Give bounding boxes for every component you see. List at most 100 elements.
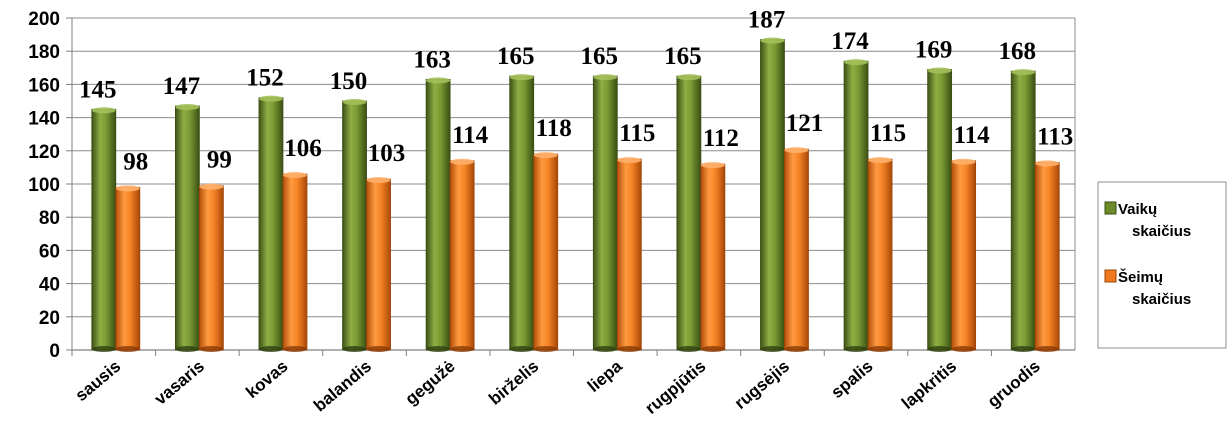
- bar-body: [760, 39, 785, 351]
- bar-body: [198, 185, 224, 351]
- legend-label: skaičius: [1132, 291, 1191, 308]
- bar: [198, 183, 224, 352]
- bars: [91, 37, 1060, 352]
- bar-top: [533, 152, 558, 159]
- bar-base: [617, 346, 642, 352]
- y-tick-label: 0: [49, 341, 60, 362]
- bar-top: [342, 99, 367, 105]
- bar: [366, 177, 391, 352]
- bar-base: [1011, 346, 1036, 352]
- x-tick-label: balandis: [310, 357, 375, 416]
- bar-top: [509, 74, 534, 81]
- data-labels: 145 98 147 99 152 106 150 103 163 114 165 118 165 115…: [79, 7, 1073, 176]
- data-label: 169: [915, 36, 953, 63]
- bar-body: [91, 108, 117, 351]
- bar-base: [760, 346, 785, 352]
- bar-body: [425, 79, 451, 351]
- bar-top: [91, 107, 116, 114]
- legend-label: Vaikų: [1118, 201, 1157, 218]
- bar: [867, 157, 893, 352]
- data-label: 165: [497, 43, 535, 70]
- bar-body: [115, 186, 141, 351]
- bar-top: [366, 177, 391, 184]
- data-label: 150: [330, 68, 368, 95]
- data-label: 114: [954, 122, 991, 149]
- y-tick-label: 60: [39, 241, 60, 262]
- bar-base: [951, 346, 976, 352]
- data-label: 98: [123, 148, 148, 175]
- bar: [115, 185, 141, 352]
- bar-body: [927, 69, 953, 351]
- x-tick-labels: sausis vasaris kovas balandis gegužė birželis…: [72, 356, 1044, 418]
- bar-base: [509, 346, 534, 352]
- bar-body: [843, 60, 869, 351]
- bar: [282, 172, 308, 352]
- data-label: 114: [452, 122, 489, 149]
- x-tick-label: lapkritis: [898, 357, 960, 413]
- bar-body: [1034, 162, 1060, 351]
- legend-swatch: [1104, 269, 1117, 283]
- bar-base: [282, 346, 307, 352]
- bar: [342, 99, 367, 352]
- bar-body: [174, 105, 200, 351]
- legend-box: [1097, 181, 1227, 349]
- x-tick-label: kovas: [242, 357, 291, 403]
- bar-body: [784, 148, 809, 351]
- bar: [1010, 69, 1036, 352]
- y-tick-label: 140: [28, 109, 60, 130]
- y-tick-label: 100: [28, 175, 60, 196]
- y-tick-label: 20: [39, 308, 60, 329]
- bar-base: [868, 346, 893, 352]
- bar: [509, 74, 535, 352]
- y-tick-label: 120: [28, 142, 60, 163]
- bar-body: [282, 173, 308, 351]
- bar-body: [342, 100, 367, 351]
- x-tick-label: vasaris: [151, 357, 208, 409]
- bar-top: [617, 157, 642, 164]
- bar: [533, 152, 559, 352]
- bar-top: [868, 157, 893, 164]
- data-label: 147: [163, 73, 201, 100]
- bar-body: [867, 158, 893, 351]
- bar-base: [1035, 346, 1060, 352]
- bar: [760, 37, 785, 352]
- bar-base: [175, 346, 200, 352]
- bar-base: [342, 346, 367, 352]
- bar-base: [450, 346, 475, 352]
- bar-base: [927, 346, 952, 352]
- bar-body: [449, 160, 475, 351]
- bar-top: [1011, 69, 1036, 76]
- bar: [425, 77, 451, 352]
- data-label: 163: [413, 46, 451, 73]
- x-tick-label: rugpjūtis: [642, 357, 710, 418]
- data-label: 115: [870, 120, 906, 147]
- bar-top: [199, 183, 224, 190]
- legend: Vaikų skaičius Šeimų skaičius: [1097, 181, 1227, 349]
- bar-top: [844, 59, 869, 66]
- data-label: 165: [581, 43, 619, 70]
- x-tick-label: sausis: [72, 357, 125, 406]
- bar: [843, 59, 869, 352]
- bar-base: [258, 346, 283, 352]
- bar-base: [676, 346, 701, 352]
- bar-body: [616, 158, 642, 351]
- legend-item: Šeimų skaičius: [1104, 268, 1191, 308]
- bar-base: [199, 346, 224, 352]
- data-label: 112: [703, 125, 739, 152]
- bar: [91, 107, 117, 352]
- bar: [592, 74, 618, 352]
- y-tick-label: 40: [39, 275, 60, 296]
- bar-body: [366, 178, 391, 351]
- bar: [449, 158, 475, 352]
- bar: [616, 157, 642, 352]
- data-label: 187: [748, 7, 786, 34]
- bar-top: [951, 158, 976, 165]
- bar-body: [258, 97, 284, 351]
- x-tick-label: birželis: [485, 357, 542, 409]
- bar: [784, 147, 809, 352]
- bar-base: [366, 346, 391, 352]
- y-tick-label: 180: [28, 42, 60, 63]
- y-tick-label: 80: [39, 208, 60, 229]
- data-label: 168: [998, 38, 1036, 65]
- bar-top: [700, 162, 725, 169]
